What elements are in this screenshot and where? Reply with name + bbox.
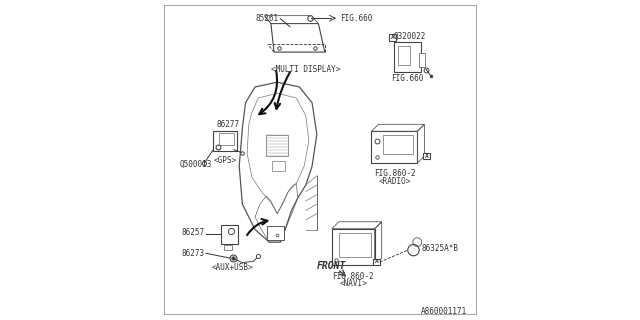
Bar [266, 135, 288, 156]
Text: A: A [374, 260, 378, 265]
Text: <AUX+USB>: <AUX+USB> [212, 263, 253, 272]
Text: FIG.860-2: FIG.860-2 [332, 272, 374, 281]
Text: FIG.860-2: FIG.860-2 [374, 169, 415, 178]
Text: Q500013: Q500013 [180, 160, 212, 169]
Text: FIG.660: FIG.660 [391, 74, 423, 83]
Text: 86277: 86277 [216, 120, 239, 129]
Text: 86325A*B: 86325A*B [421, 244, 458, 253]
Bar [389, 34, 396, 41]
Bar [224, 245, 232, 251]
Bar [220, 133, 234, 145]
Bar [423, 153, 430, 159]
Text: <RADIO>: <RADIO> [378, 177, 411, 186]
Bar [221, 225, 239, 244]
Bar [397, 46, 410, 65]
Text: FIG.660: FIG.660 [340, 14, 373, 23]
Text: 86273: 86273 [181, 249, 204, 258]
Bar [267, 226, 284, 240]
Text: 86257: 86257 [181, 228, 204, 237]
Text: Q320022: Q320022 [394, 32, 426, 41]
Bar [373, 259, 380, 266]
Text: A: A [391, 35, 395, 40]
Bar [273, 161, 285, 171]
Bar [383, 135, 413, 154]
Text: <GPS>: <GPS> [213, 156, 237, 164]
Bar [339, 234, 371, 257]
Bar [394, 42, 420, 72]
Bar [213, 131, 237, 151]
Text: 85261: 85261 [256, 14, 279, 23]
Bar [419, 53, 425, 67]
Text: FRONT: FRONT [316, 261, 346, 271]
Text: <MULTI DISPLAY>: <MULTI DISPLAY> [271, 65, 340, 74]
Text: A: A [424, 154, 428, 158]
Text: <NAVI>: <NAVI> [339, 279, 367, 288]
Text: A860001171: A860001171 [421, 307, 467, 316]
